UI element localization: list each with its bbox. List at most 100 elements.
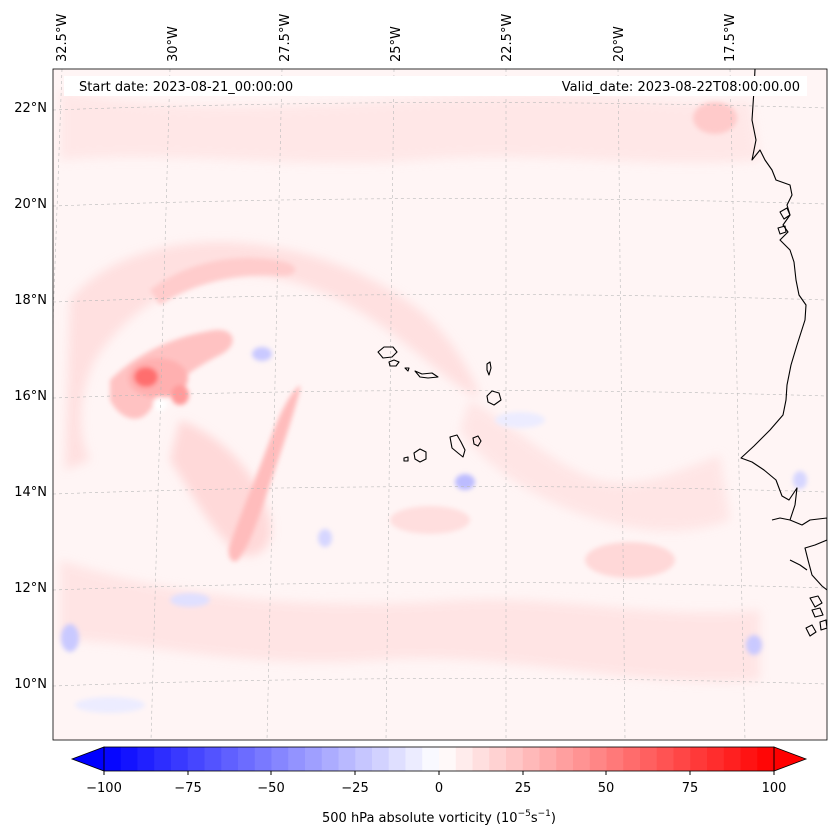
longitude-label: 30°W [166,26,181,62]
colorbar-segment [522,747,541,771]
longitude-gridline [150,69,171,740]
colorbar-segment [556,747,574,771]
latitude-label: 22°N [14,101,47,116]
longitude-labels: 32.5°W 30°W 27.5°W 25°W 22.5°W 20°W 17.5… [55,14,738,62]
latitude-label: 16°N [14,389,47,404]
colorbar-segment [422,747,440,771]
colorbar-tick-labels: −100 −75 −50 −25 0 25 50 75 100 [86,781,786,796]
longitude-gridline [266,69,283,740]
vorticity-arc-north [150,257,296,305]
graticule [53,69,827,740]
colorbar: −100 −75 −50 −25 0 25 50 75 100 500 hPa … [70,746,808,826]
vorticity-band-north [60,90,760,163]
colorbar-segment [707,747,725,771]
colorbar-segment [573,747,591,771]
colorbar-segment [355,747,373,771]
latitude-gridline [53,678,827,687]
colorbar-segment [388,747,407,771]
latitude-gridline [53,486,827,495]
longitude-label: 22.5°W [500,14,515,62]
island-maio [472,435,482,447]
colorbar-segments [104,747,775,771]
vorticity-peak [134,367,158,387]
island-brava [403,456,409,462]
colorbar-segment [221,747,239,771]
colorbar-segment [656,747,675,771]
colorbar-tick-label: 100 [762,781,787,796]
latitude-gridline [53,198,827,207]
vorticity-field [60,90,807,713]
longitude-label: 32.5°W [55,14,70,62]
colorbar-segment [757,747,775,771]
colorbar-extend-min-arrow [70,746,105,772]
latitude-gridline [53,390,827,399]
longitude-label: 17.5°W [723,14,738,62]
colorbar-segment [489,747,507,771]
colorbar-tick-label: −75 [174,781,201,796]
vorticity-swirl-outer [65,242,480,470]
negative-vorticity-patch [746,635,762,655]
colorbar-segment [455,747,474,771]
vorticity-northeast-patch [693,102,737,134]
colorbar-segment [338,747,356,771]
colorbar-segment [405,747,423,771]
coastline-river-mouth [789,559,808,571]
island-fogo [413,448,427,463]
colorbar-segment [204,747,222,771]
island-santiago [449,434,466,458]
longitude-gridline [729,69,746,740]
longitude-label: 27.5°W [278,14,293,62]
vorticity-rainband [228,385,300,562]
colorbar-title-exponent: −5 [518,809,531,819]
latitude-labels: 22°N 20°N 18°N 16°N 14°N 12°N 10°N [14,101,47,692]
negative-vorticity-patch [61,624,79,652]
colorbar-segment [154,747,172,771]
colorbar-tick-label: −50 [257,781,284,796]
negative-vorticity-patch [495,412,545,428]
colorbar-segment [472,747,490,771]
latitude-label: 10°N [14,677,47,692]
colorbar-segment [372,747,390,771]
vorticity-band-east [460,400,730,531]
map-frame [52,68,828,741]
latitude-label: 12°N [14,581,47,596]
vorticity-minimum-eye [153,397,167,411]
african-coastline [740,69,827,591]
colorbar-segment [439,747,457,771]
colorbar-segment [740,747,758,771]
colorbar-ticks [103,771,775,775]
colorbar-segment [673,747,691,771]
colorbar-segment [120,747,139,771]
vorticity-band-south [60,560,760,682]
colorbar-title-prefix: 500 hPa absolute vorticity (10 [322,811,518,826]
colorbar-tick-label: 0 [435,781,443,796]
colorbar-segment [254,747,273,771]
island-sal [486,361,492,376]
island-sao-vicente [388,359,400,367]
longitude-label: 25°W [389,26,404,62]
map-panel [53,69,827,740]
island-santa-luzia [404,367,410,372]
negative-vorticity-patch [75,697,145,713]
island-sao-nicolau [414,370,439,379]
latitude-label: 14°N [14,485,47,500]
colorbar-extend-max-arrow [773,746,808,772]
negative-vorticity-patch [252,347,272,361]
colorbar-segment [137,747,155,771]
vorticity-east-patch [585,542,675,578]
coastline-river-mouth [771,517,791,521]
negative-vorticity-patch [455,474,475,490]
colorbar-segment [305,747,323,771]
colorbar-title: 500 hPa absolute vorticity (10−5s−1) [322,809,556,826]
colorbar-segment [640,747,658,771]
start-date-label: Start date: 2023-08-21_00:00:00 [79,80,293,95]
valid-date-label: Valid_date: 2023-08-22T08:00:00.00 [562,80,800,95]
colorbar-segment [271,747,289,771]
island-santo-antao [377,346,398,359]
latitude-gridline [53,582,827,591]
colorbar-title-exponent: −1 [538,809,551,819]
colorbar-segment [321,747,340,771]
cape-verde-islands [377,346,502,463]
longitude-label: 20°W [612,26,627,62]
